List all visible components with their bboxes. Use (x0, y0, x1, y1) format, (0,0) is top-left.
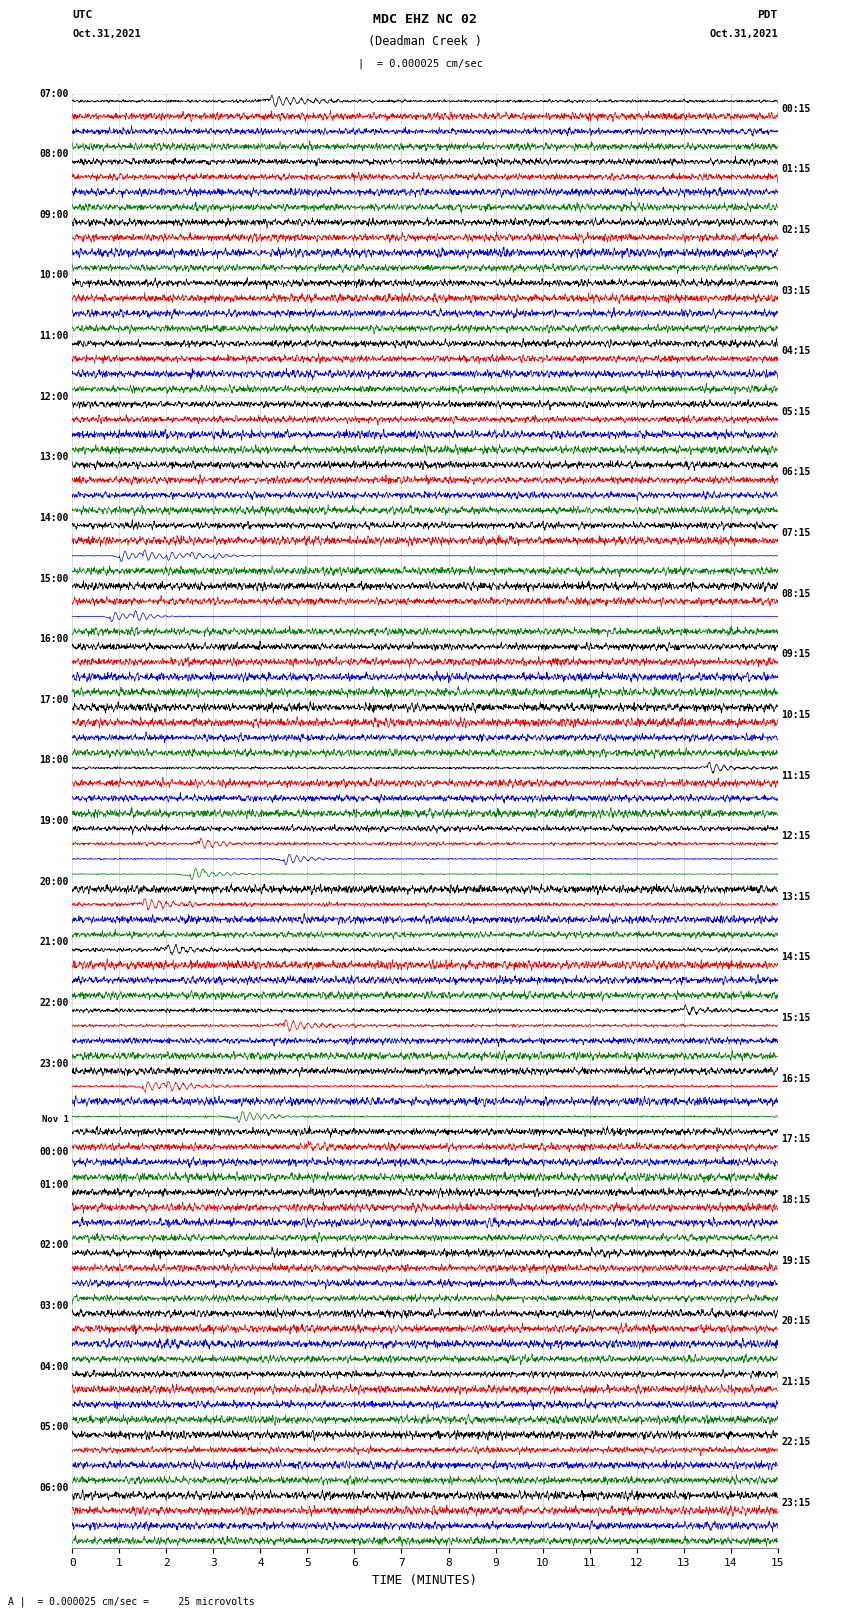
Text: 01:15: 01:15 (781, 165, 811, 174)
Text: A |  = 0.000025 cm/sec =     25 microvolts: A | = 0.000025 cm/sec = 25 microvolts (8, 1595, 255, 1607)
Text: 23:15: 23:15 (781, 1498, 811, 1508)
Text: 05:00: 05:00 (39, 1423, 69, 1432)
Text: 22:00: 22:00 (39, 998, 69, 1008)
Text: 13:00: 13:00 (39, 452, 69, 463)
Text: (Deadman Creek ): (Deadman Creek ) (368, 35, 482, 48)
Text: 12:15: 12:15 (781, 831, 811, 840)
Text: 05:15: 05:15 (781, 406, 811, 416)
Text: 04:15: 04:15 (781, 347, 811, 356)
Text: 01:00: 01:00 (39, 1179, 69, 1190)
Text: PDT: PDT (757, 10, 778, 19)
Text: 20:15: 20:15 (781, 1316, 811, 1326)
Text: 14:15: 14:15 (781, 952, 811, 963)
Text: 11:00: 11:00 (39, 331, 69, 340)
Text: UTC: UTC (72, 10, 93, 19)
Text: 14:00: 14:00 (39, 513, 69, 523)
Text: 15:00: 15:00 (39, 574, 69, 584)
Text: 15:15: 15:15 (781, 1013, 811, 1023)
Text: 23:00: 23:00 (39, 1058, 69, 1068)
Text: 18:00: 18:00 (39, 755, 69, 766)
Text: Oct.31,2021: Oct.31,2021 (72, 29, 141, 39)
Text: 11:15: 11:15 (781, 771, 811, 781)
Text: 09:00: 09:00 (39, 210, 69, 219)
Text: 04:00: 04:00 (39, 1361, 69, 1371)
Text: 02:15: 02:15 (781, 224, 811, 235)
Text: 16:00: 16:00 (39, 634, 69, 644)
Text: 08:15: 08:15 (781, 589, 811, 598)
Text: 16:15: 16:15 (781, 1074, 811, 1084)
Text: 21:00: 21:00 (39, 937, 69, 947)
X-axis label: TIME (MINUTES): TIME (MINUTES) (372, 1574, 478, 1587)
Text: 09:15: 09:15 (781, 650, 811, 660)
Text: 08:00: 08:00 (39, 148, 69, 160)
Text: Nov 1: Nov 1 (42, 1115, 69, 1124)
Text: |  = 0.000025 cm/sec: | = 0.000025 cm/sec (358, 58, 484, 69)
Text: 12:00: 12:00 (39, 392, 69, 402)
Text: 17:00: 17:00 (39, 695, 69, 705)
Text: Oct.31,2021: Oct.31,2021 (709, 29, 778, 39)
Text: MDC EHZ NC 02: MDC EHZ NC 02 (373, 13, 477, 26)
Text: 00:15: 00:15 (781, 103, 811, 113)
Text: 10:15: 10:15 (781, 710, 811, 719)
Text: 06:00: 06:00 (39, 1482, 69, 1494)
Text: 03:00: 03:00 (39, 1302, 69, 1311)
Text: 06:15: 06:15 (781, 468, 811, 477)
Text: 19:15: 19:15 (781, 1255, 811, 1266)
Text: 02:00: 02:00 (39, 1240, 69, 1250)
Text: 00:00: 00:00 (39, 1147, 69, 1157)
Text: 10:00: 10:00 (39, 271, 69, 281)
Text: 17:15: 17:15 (781, 1134, 811, 1144)
Text: 21:15: 21:15 (781, 1378, 811, 1387)
Text: 18:15: 18:15 (781, 1195, 811, 1205)
Text: 20:00: 20:00 (39, 876, 69, 887)
Text: 19:00: 19:00 (39, 816, 69, 826)
Text: 07:00: 07:00 (39, 89, 69, 98)
Text: 22:15: 22:15 (781, 1437, 811, 1447)
Text: 13:15: 13:15 (781, 892, 811, 902)
Text: 07:15: 07:15 (781, 527, 811, 539)
Text: 03:15: 03:15 (781, 286, 811, 295)
